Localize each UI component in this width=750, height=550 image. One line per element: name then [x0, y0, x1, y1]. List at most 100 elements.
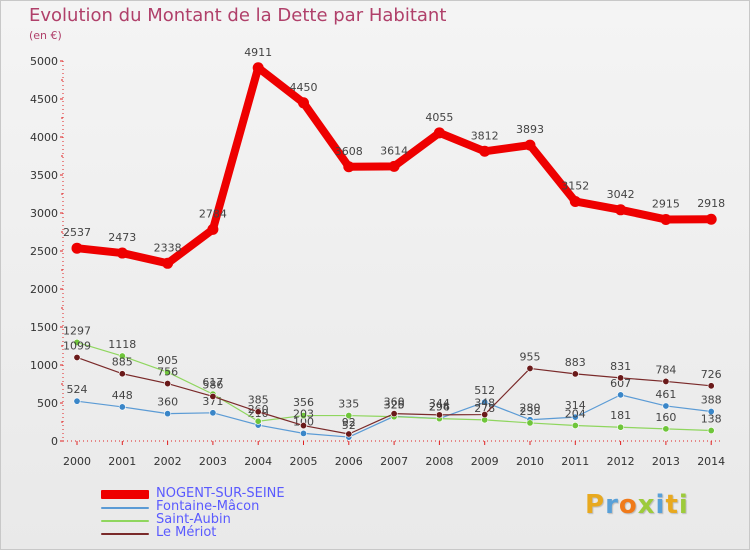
legend-swatch: [101, 507, 149, 509]
data-label: 356: [293, 396, 314, 409]
x-tick-label: 2001: [108, 455, 136, 468]
data-point: [707, 382, 715, 390]
data-point: [705, 213, 717, 225]
data-point: [569, 195, 581, 207]
data-label: 4911: [244, 46, 272, 59]
chart-title: Evolution du Montant de la Dette par Hab…: [29, 5, 447, 26]
data-point: [118, 352, 126, 360]
data-point: [252, 62, 264, 74]
data-point: [662, 425, 670, 433]
data-point: [707, 427, 715, 435]
data-point: [479, 145, 491, 157]
data-label: 461: [655, 388, 676, 401]
data-point: [299, 412, 307, 420]
legend-swatch: [101, 490, 149, 499]
data-point: [162, 257, 174, 269]
data-label: 726: [701, 368, 722, 381]
data-point: [73, 353, 81, 361]
data-point: [73, 397, 81, 405]
data-point: [481, 398, 489, 406]
y-tick-label: 0: [51, 435, 58, 448]
data-label: 2473: [108, 231, 136, 244]
data-label: 1297: [63, 324, 91, 337]
y-tick-label: 3500: [30, 169, 58, 182]
y-tick-label: 1500: [30, 321, 58, 334]
data-point: [254, 417, 262, 425]
x-tick-label: 2009: [471, 455, 499, 468]
data-point: [118, 403, 126, 411]
data-label: 586: [202, 378, 223, 391]
x-tick-label: 2007: [380, 455, 408, 468]
y-tick-label: 2500: [30, 245, 58, 258]
data-point: [345, 412, 353, 420]
data-label: 3614: [380, 144, 408, 157]
data-point: [433, 127, 445, 139]
y-tick-label: 500: [37, 397, 58, 410]
data-label: 448: [112, 389, 133, 402]
data-label: 320: [384, 399, 405, 412]
brand-letter: o: [618, 490, 638, 520]
data-label: 955: [520, 350, 541, 363]
data-label: 278: [474, 402, 495, 415]
data-label: 238: [520, 405, 541, 418]
data-label: 344: [429, 397, 450, 410]
x-tick-label: 2006: [335, 455, 363, 468]
y-tick-label: 4000: [30, 131, 58, 144]
x-tick-label: 2014: [697, 455, 725, 468]
data-label: 4450: [290, 81, 318, 94]
data-label: 100: [293, 415, 314, 428]
x-tick-label: 2003: [199, 455, 227, 468]
x-tick-label: 2011: [561, 455, 589, 468]
data-point: [662, 402, 670, 410]
data-label: 204: [565, 407, 586, 420]
y-tick-label: 5000: [30, 55, 58, 68]
data-label: 512: [474, 384, 495, 397]
data-point: [617, 423, 625, 431]
data-point: [299, 422, 307, 430]
data-label: 280: [520, 402, 541, 415]
data-label: 756: [157, 366, 178, 379]
data-point: [617, 391, 625, 399]
data-point: [615, 204, 627, 216]
y-tick-label: 3000: [30, 207, 58, 220]
brand-letter: i: [678, 490, 689, 520]
data-label: 314: [565, 399, 586, 412]
data-label: 3152: [561, 179, 589, 192]
data-label: 325: [384, 398, 405, 411]
data-point: [209, 392, 217, 400]
data-label: 2537: [63, 226, 91, 239]
data-point: [707, 408, 715, 416]
data-label: 294: [429, 401, 450, 414]
x-tick-label: 2008: [425, 455, 453, 468]
data-point: [164, 368, 172, 376]
data-label: 2918: [697, 197, 725, 210]
data-label: 2915: [652, 197, 680, 210]
y-tick-label: 4500: [30, 93, 58, 106]
data-point: [662, 377, 670, 385]
data-label: 3812: [471, 129, 499, 142]
data-label: 92: [342, 416, 356, 429]
y-tick-label: 2000: [30, 283, 58, 296]
data-label: 1118: [108, 338, 136, 351]
legend-label: Fontaine-Mâcon: [156, 499, 260, 514]
y-tick-label: 1000: [30, 359, 58, 372]
data-point: [388, 160, 400, 172]
data-label: 385: [248, 394, 269, 407]
data-label: 388: [701, 394, 722, 407]
legend-swatch: [101, 520, 149, 522]
x-tick-label: 2004: [244, 455, 272, 468]
data-point: [343, 161, 355, 173]
data-label: 831: [610, 360, 631, 373]
data-label: 138: [701, 413, 722, 426]
data-point: [435, 411, 443, 419]
data-point: [116, 247, 128, 259]
brand-letter: r: [605, 490, 619, 520]
brand-letter: t: [665, 490, 679, 520]
data-point: [571, 413, 579, 421]
data-label: 296: [429, 401, 450, 414]
data-label: 203: [293, 408, 314, 421]
data-point: [207, 223, 219, 235]
legend-swatch: [101, 533, 149, 535]
